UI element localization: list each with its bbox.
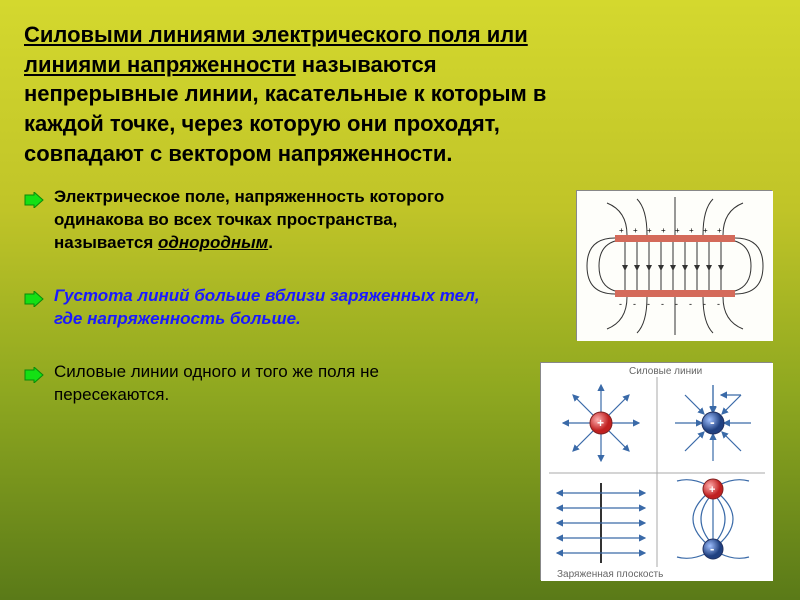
- svg-text:+: +: [647, 226, 652, 235]
- svg-text:-: -: [710, 541, 714, 556]
- svg-text:-: -: [619, 299, 622, 309]
- fig2-caption-bottom: Заряженная плоскость: [557, 569, 663, 580]
- svg-text:+: +: [675, 226, 680, 235]
- figure-capacitor-field: +++ +++ ++ --- --- --: [576, 190, 772, 340]
- figure-field-lines-grid: Силовые линии Заряженная плоскость: [540, 362, 772, 580]
- arrow-bullet-icon: [24, 192, 46, 213]
- bullet-text: Электрическое поле, напряженность которо…: [54, 186, 494, 255]
- fig2-caption-top: Силовые линии: [629, 366, 702, 377]
- svg-text:+: +: [661, 226, 666, 235]
- slide-title: Силовыми линиями электрического поля или…: [24, 20, 584, 168]
- arrow-bullet-icon: [24, 291, 46, 312]
- svg-text:+: +: [689, 226, 694, 235]
- svg-text:-: -: [661, 299, 664, 309]
- svg-text:+: +: [709, 484, 715, 496]
- svg-text:+: +: [633, 226, 638, 235]
- arrow-bullet-icon: [24, 367, 46, 388]
- svg-text:-: -: [689, 299, 692, 309]
- svg-text:+: +: [619, 226, 624, 235]
- svg-text:+: +: [717, 226, 722, 235]
- title-underlined: Силовыми линиями электрического поля или…: [24, 22, 528, 77]
- bullet-text: Густота линий больше вблизи заряженных т…: [54, 285, 494, 331]
- svg-text:-: -: [633, 299, 636, 309]
- svg-text:-: -: [710, 414, 715, 430]
- svg-text:-: -: [717, 299, 720, 309]
- svg-text:+: +: [703, 226, 708, 235]
- svg-text:+: +: [597, 416, 604, 430]
- bullet-text: Силовые линии одного и того же поля не п…: [54, 361, 494, 407]
